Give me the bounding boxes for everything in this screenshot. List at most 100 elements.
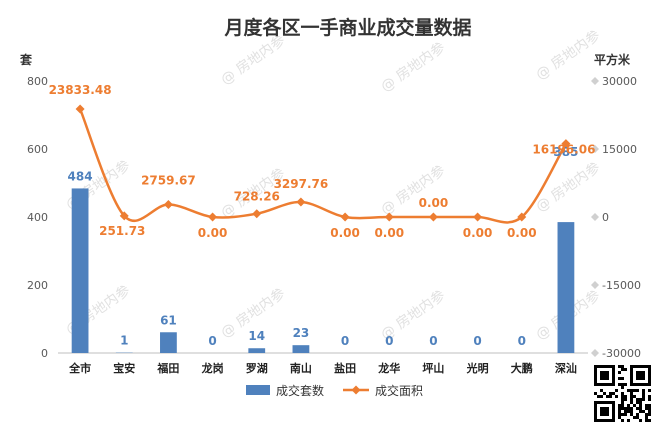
qr-module	[648, 389, 651, 392]
qr-module	[621, 398, 624, 401]
qr-module	[636, 398, 639, 401]
qr-module	[606, 395, 609, 398]
category-label: 罗湖	[246, 361, 268, 375]
qr-module	[639, 407, 642, 410]
qr-module	[639, 419, 642, 422]
qr-module	[627, 410, 630, 413]
category-label: 全市	[68, 361, 91, 375]
bar-value-label: 484	[68, 169, 93, 183]
right-tick-marker	[591, 349, 599, 357]
category-label: 龙岗	[201, 361, 224, 375]
qr-module	[612, 392, 615, 395]
data-labels: 484 1 61 0 14 23 0 0 0 0 0 385 23833.48 251.73 2759.67…	[49, 83, 596, 348]
bar-value-label: 61	[160, 313, 177, 327]
qr-module	[633, 416, 636, 419]
qr-module	[600, 395, 603, 398]
line-point	[119, 211, 129, 221]
category-label: 光明	[466, 361, 489, 375]
right-tick-label: 0	[602, 211, 609, 224]
category-label: 盐田	[334, 361, 356, 375]
legend-label-line: 成交面积	[375, 383, 423, 398]
legend-swatch-bar	[246, 385, 270, 395]
qr-module	[639, 401, 642, 404]
watermark-text: @ 房地内参	[378, 39, 449, 96]
qr-module	[639, 404, 642, 407]
bar-value-label: 14	[248, 329, 265, 343]
line-point	[340, 212, 350, 222]
qr-module	[618, 416, 621, 419]
qr-module	[618, 377, 621, 380]
qr-module	[633, 404, 636, 407]
qr-module	[621, 404, 624, 407]
category-label: 龙华	[377, 361, 400, 375]
qr-module	[627, 389, 630, 392]
bar	[71, 188, 89, 353]
line-value-label: 0.00	[419, 196, 449, 210]
qr-module	[648, 413, 651, 416]
qr-module	[618, 371, 621, 374]
chart-title: 月度各区一手商业成交量数据	[223, 16, 471, 39]
qr-module	[609, 392, 612, 395]
left-tick-label: 0	[41, 347, 48, 360]
qr-module	[645, 413, 648, 416]
qr-module	[636, 416, 639, 419]
qr-module	[624, 410, 627, 413]
qr-module	[630, 401, 633, 404]
qr-module	[621, 395, 624, 398]
qr-module	[621, 377, 624, 380]
bar-value-label: 0	[473, 334, 481, 348]
qr-module	[621, 368, 624, 371]
qr-module	[642, 398, 645, 401]
qr-module	[630, 407, 633, 410]
qr-module	[630, 392, 633, 395]
bar	[160, 332, 177, 353]
line-value-label: 16196.06	[532, 143, 595, 157]
qr-module	[642, 392, 645, 395]
qr-module	[621, 401, 624, 404]
category-label: 大鹏	[511, 361, 533, 375]
legend-label-bar: 成交套数	[276, 383, 324, 398]
line-value-label: 23833.48	[49, 83, 112, 97]
qr-module	[636, 407, 639, 410]
qr-module	[642, 395, 645, 398]
watermark-text: @ 房地内参	[218, 32, 289, 89]
qr-module	[648, 398, 651, 401]
bar	[557, 222, 575, 353]
qr-module	[618, 404, 621, 407]
qr-module	[615, 389, 618, 392]
legend-swatch-marker	[351, 385, 361, 395]
qr-module	[618, 413, 621, 416]
qr-module	[624, 383, 627, 386]
line-value-label: 728.26	[234, 190, 280, 204]
qr-module	[621, 365, 624, 368]
qr-module	[618, 407, 621, 410]
qr-module	[600, 389, 603, 392]
qr-module	[627, 407, 630, 410]
bar-value-label: 0	[518, 334, 526, 348]
line-value-label: 2759.67	[141, 173, 196, 187]
line-value-label: 0.00	[463, 226, 493, 240]
qr-module	[597, 395, 600, 398]
qr-module	[648, 404, 651, 407]
qr-module	[639, 410, 642, 413]
qr-module	[624, 368, 627, 371]
line-value-label: 3297.76	[274, 177, 329, 191]
bars	[71, 188, 575, 353]
qr-finder-core	[600, 407, 609, 416]
legend: 成交套数 成交面积	[246, 383, 423, 398]
qr-module	[609, 395, 612, 398]
right-tick-label: 15000	[602, 143, 637, 156]
qr-module	[627, 404, 630, 407]
bar-value-label: 23	[293, 326, 310, 340]
qr-module	[624, 413, 627, 416]
line-value-label: 251.73	[99, 224, 145, 238]
qr-module	[624, 395, 627, 398]
qr-module	[621, 407, 624, 410]
qr-module	[627, 419, 630, 422]
qr-module	[618, 383, 621, 386]
qr-module	[639, 398, 642, 401]
qr-module	[621, 419, 624, 422]
qr-module	[633, 389, 636, 392]
line-point	[75, 104, 85, 114]
